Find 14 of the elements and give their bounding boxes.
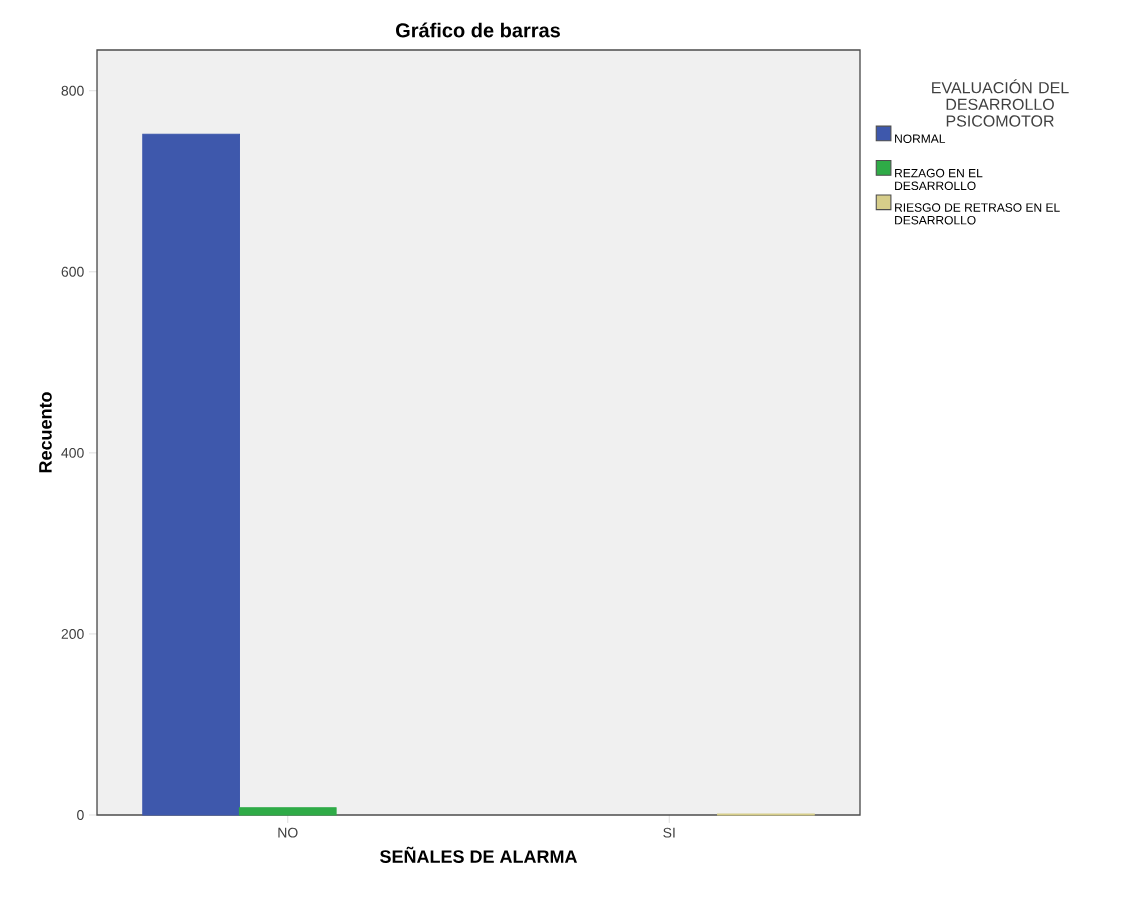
- y-tick-label: 600: [61, 266, 84, 277]
- legend-title: EVALUACIÓN DEL DESARROLLO PSICOMOTOR: [932, 79, 1069, 127]
- x-tick-label: NO: [278, 827, 298, 838]
- x-axis-title: SEÑALES DE ALARMA: [380, 846, 578, 863]
- text: RIESGO DE RETRASO EN EL DESARROLLO: [895, 203, 1060, 225]
- y-tick-label: 0: [77, 810, 84, 820]
- text: REZAGO EN EL DESARROLLO: [895, 168, 983, 191]
- y-tick-label: 400: [61, 447, 84, 458]
- y-tick-label: 800: [61, 85, 84, 96]
- chart-title: Gráfico de barras: [396, 22, 560, 38]
- legend-label: NORMAL: [895, 134, 946, 143]
- y-axis-title: Recuento: [39, 392, 52, 473]
- y-tick-label: 200: [61, 628, 84, 639]
- x-tick-label: SI: [663, 827, 675, 838]
